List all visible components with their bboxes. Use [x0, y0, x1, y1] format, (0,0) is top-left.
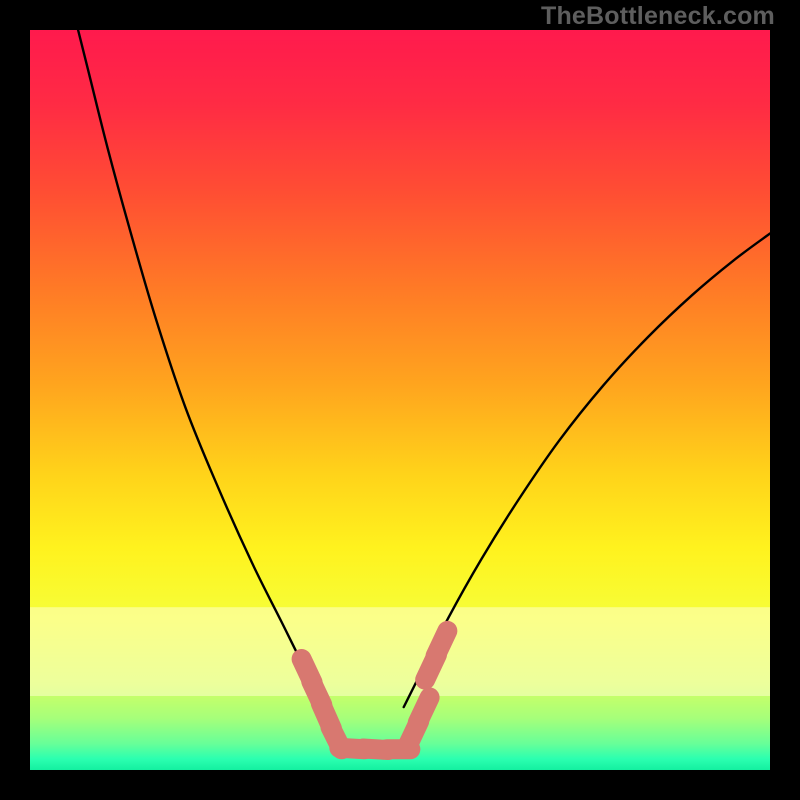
bottleneck-curve-chart: [30, 30, 770, 770]
valley-dash-right-1: [418, 697, 430, 722]
chart-frame: TheBottleneck.com: [0, 0, 800, 800]
bright-band: [30, 607, 770, 696]
watermark-text: TheBottleneck.com: [541, 2, 775, 31]
valley-dash-right-3: [436, 631, 448, 656]
